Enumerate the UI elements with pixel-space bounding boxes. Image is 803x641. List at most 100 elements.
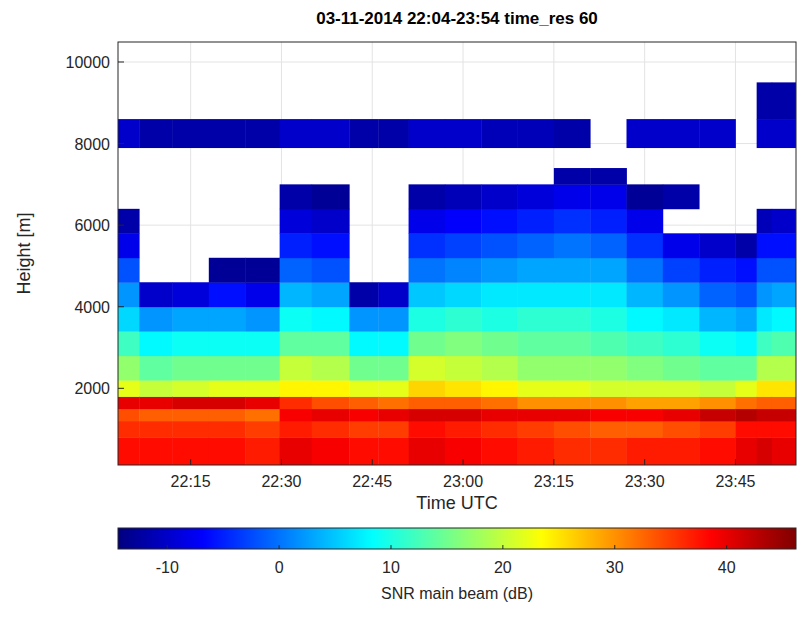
cell [245,331,280,356]
cell [554,396,591,409]
cell [518,421,555,438]
cell [280,396,312,409]
x-tick-label: 22:45 [352,473,392,490]
cell [409,119,446,148]
cell [481,437,518,465]
tick [644,459,645,465]
cell [409,437,446,465]
cell [139,409,173,422]
cell [518,282,555,307]
tick [735,459,736,465]
cell [663,184,700,209]
cell [627,396,664,409]
cell [757,307,773,332]
cell [172,282,209,307]
cell [699,396,736,409]
x-tick-label: 22:15 [171,473,211,490]
cell [312,409,350,422]
cell [118,331,140,356]
cell [554,258,591,283]
cell [663,307,700,332]
cell [699,282,736,307]
cell [349,380,378,397]
cell [378,409,409,422]
cell [590,168,627,185]
cell [409,331,446,356]
cell [757,233,773,258]
cell [518,119,555,148]
cell [590,331,627,356]
cell [627,356,664,381]
cell [481,258,518,283]
cell [209,119,246,148]
y-tick-label: 6000 [74,217,110,234]
cell [280,331,312,356]
cell [409,396,446,409]
cell [627,380,664,397]
colorbar [118,528,796,549]
cell [445,331,482,356]
cell [518,307,555,332]
cell [481,233,518,258]
cell [445,421,482,438]
cell [757,119,773,148]
cell [378,331,409,356]
cell [699,437,736,465]
cell [590,437,627,465]
cell [481,282,518,307]
tick [614,545,615,549]
cell [445,409,482,422]
y-tick-label: 4000 [74,299,110,316]
tick [372,459,373,465]
cell [699,258,736,283]
tick [118,388,124,389]
cell [409,409,446,422]
cell [378,396,409,409]
tick [390,545,391,549]
cell [280,258,312,283]
cell [312,209,350,234]
cell [518,380,555,397]
cell [378,380,409,397]
cell [772,258,796,283]
cell [118,356,140,381]
cell [663,258,700,283]
plot-bg [118,42,796,465]
tick [279,545,280,549]
cell [312,356,350,381]
cell [280,356,312,381]
colorbar-tick-label: -10 [156,559,179,576]
cell [280,437,312,465]
cell [280,233,312,258]
cell [590,380,627,397]
cell [245,356,280,381]
cell [590,356,627,381]
cell [409,258,446,283]
cell [118,409,140,422]
cell [518,437,555,465]
cell [590,233,627,258]
cell [349,307,378,332]
cell [245,307,280,332]
cell [409,356,446,381]
cell [280,380,312,397]
cell [554,184,591,209]
cell [627,233,664,258]
cell [139,307,173,332]
cell [481,380,518,397]
cell [554,119,591,148]
cell [699,380,736,397]
cell [312,380,350,397]
cell [663,437,700,465]
cell [118,421,140,438]
cell [554,409,591,422]
cells [118,82,796,465]
cell [139,396,173,409]
cell [409,421,446,438]
cell [554,380,591,397]
tick [118,143,124,144]
tick [118,225,124,226]
x-axis-title: Time UTC [416,493,497,513]
cell [627,119,664,148]
cell [554,356,591,381]
